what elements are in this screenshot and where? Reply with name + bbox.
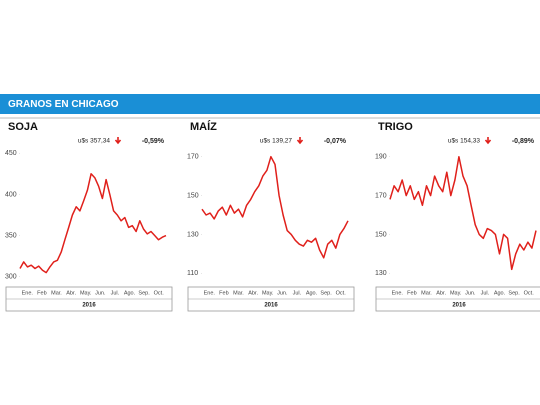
x-tick-label: Oct. bbox=[524, 290, 535, 296]
x-tick-label: May. bbox=[80, 290, 92, 296]
x-tick-label: Sep. bbox=[138, 290, 150, 296]
chart-title: TRIGO bbox=[378, 121, 413, 133]
y-tick-label: 170 bbox=[375, 192, 387, 199]
y-tick-label: 150 bbox=[375, 231, 387, 238]
down-arrow bbox=[114, 137, 122, 145]
y-tick-label: 450 bbox=[5, 150, 17, 157]
down-arrow bbox=[484, 137, 492, 145]
x-axis-label: 2016 bbox=[82, 303, 96, 309]
x-tick-label: Abr. bbox=[248, 290, 258, 296]
price-line bbox=[19, 173, 167, 274]
x-tick-label: Ago. bbox=[124, 290, 136, 296]
x-tick-label: Jul. bbox=[481, 290, 490, 296]
x-tick-label: Mar. bbox=[421, 290, 432, 296]
x-tick-label: Mar. bbox=[51, 290, 62, 296]
x-tick-label: Sep. bbox=[508, 290, 520, 296]
y-tick-label: 130 bbox=[375, 270, 387, 277]
x-tick-label: May. bbox=[450, 290, 462, 296]
x-tick-label: Feb bbox=[407, 290, 416, 296]
header-title: GRANOS EN CHICAGO bbox=[8, 99, 119, 110]
x-tick-label: Jun. bbox=[277, 290, 288, 296]
price-line bbox=[201, 155, 349, 259]
y-tick-label: 130 bbox=[187, 231, 199, 238]
x-tick-label: Abr. bbox=[436, 290, 446, 296]
change: -0,89% bbox=[512, 138, 535, 145]
price: u$s 154,33 bbox=[448, 138, 481, 145]
x-tick-label: Ene. bbox=[22, 290, 34, 296]
x-tick-label: Ago. bbox=[494, 290, 506, 296]
x-tick-label: Feb bbox=[219, 290, 228, 296]
x-axis-label: 2016 bbox=[452, 303, 466, 309]
y-tick-label: 110 bbox=[187, 270, 198, 277]
y-tick-label: 150 bbox=[187, 192, 199, 199]
x-tick-label: Jun. bbox=[465, 290, 476, 296]
price: u$s 139,27 bbox=[260, 138, 293, 145]
down-arrow bbox=[296, 137, 304, 145]
y-tick-label: 170 bbox=[187, 154, 199, 161]
chart-title: MAÍZ bbox=[190, 120, 217, 133]
x-tick-label: Jul. bbox=[111, 290, 120, 296]
y-tick-label: 400 bbox=[5, 191, 17, 198]
y-tick-label: 350 bbox=[5, 232, 17, 239]
x-tick-label: May. bbox=[262, 290, 274, 296]
x-tick-label: Oct. bbox=[154, 290, 165, 296]
price-line bbox=[389, 155, 537, 271]
x-tick-label: Mar. bbox=[233, 290, 244, 296]
x-tick-label: Sep. bbox=[320, 290, 332, 296]
x-tick-label: Oct. bbox=[336, 290, 347, 296]
x-tick-label: Ene. bbox=[392, 290, 404, 296]
x-axis-label: 2016 bbox=[264, 303, 278, 309]
x-tick-label: Jun. bbox=[95, 290, 106, 296]
chart-title: SOJA bbox=[8, 121, 38, 133]
y-tick-label: 300 bbox=[5, 274, 17, 281]
y-tick-label: 190 bbox=[375, 154, 387, 161]
x-tick-label: Ago. bbox=[306, 290, 318, 296]
x-tick-label: Feb bbox=[37, 290, 46, 296]
price: u$s 357,34 bbox=[78, 138, 111, 145]
x-tick-label: Abr. bbox=[66, 290, 76, 296]
x-tick-label: Ene. bbox=[204, 290, 216, 296]
change: -0,07% bbox=[324, 138, 347, 145]
x-tick-label: Jul. bbox=[293, 290, 302, 296]
header-bar bbox=[0, 94, 540, 114]
change: -0,59% bbox=[142, 138, 165, 145]
